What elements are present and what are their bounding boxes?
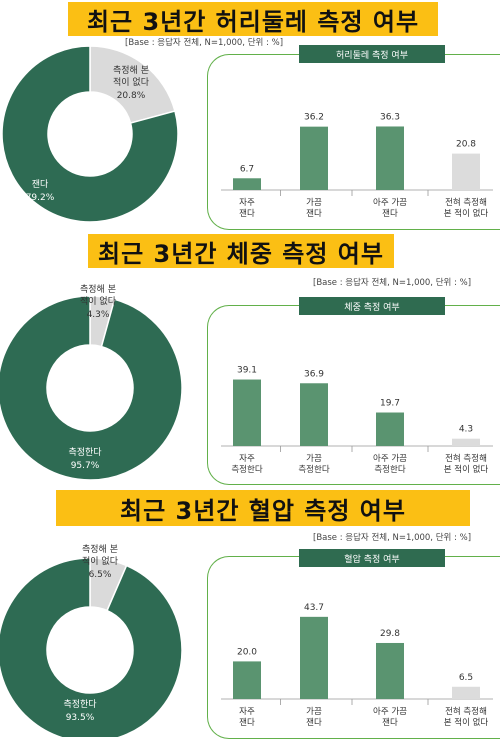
category-label: 자주 <box>239 454 255 464</box>
bar <box>300 616 328 699</box>
bar-value-label: 43.7 <box>304 603 324 613</box>
section-3-base-note: [Base : 응답자 전체, N=1,000, 단위 : %] <box>313 533 472 543</box>
category-label: 전혀 측정해 <box>445 453 487 464</box>
section-1-title: 최근 3년간 허리둘레 측정 여부 <box>68 2 438 36</box>
bar <box>376 642 404 699</box>
bar <box>452 438 480 446</box>
donut-minor-label-line: 적이 없다 <box>82 555 119 567</box>
bar-value-label: 29.8 <box>380 629 400 639</box>
section-1-donut-chart: 잰다 79.2% 측정해 본적이 없다 20.8% <box>1 45 179 223</box>
category-label: 아주 가끔 <box>373 197 407 208</box>
donut-slice-main <box>0 557 183 737</box>
donut-minor-label-line: 측정해 본 <box>82 544 118 555</box>
category-label: 본 적이 없다 <box>444 464 489 475</box>
donut-main-label: 잰다 <box>32 179 49 190</box>
section-2-title: 최근 3년간 체중 측정 여부 <box>88 234 394 268</box>
donut-minor-label-line: 측정해 본 <box>80 284 116 295</box>
category-label: 측정한다 <box>374 464 405 475</box>
category-label: 가끔 <box>306 707 322 717</box>
bar-value-label: 20.8 <box>456 140 476 150</box>
category-label: 자주 <box>239 707 255 717</box>
donut-minor-value: 4.3% <box>87 310 110 320</box>
donut-minor-label-line: 적이 없다 <box>113 76 150 88</box>
bar-value-label: 36.9 <box>304 369 324 379</box>
category-label: 잰다 <box>382 718 398 728</box>
bar-value-label: 20.0 <box>237 647 257 657</box>
donut-slice-main <box>0 295 183 481</box>
section-3-panel-tag: 혈압 측정 여부 <box>299 549 445 567</box>
category-label: 전혀 측정해 <box>445 197 487 208</box>
bar <box>233 379 261 446</box>
section-2-panel-tag: 체중 측정 여부 <box>299 297 445 315</box>
donut-main-label: 측정한다 <box>63 699 97 710</box>
category-label: 전혀 측정해 <box>445 706 487 717</box>
bar <box>300 383 328 446</box>
donut-main-value: 95.7% <box>71 461 100 471</box>
category-label: 가끔 <box>306 198 322 208</box>
bar-value-label: 39.1 <box>237 366 257 376</box>
donut-minor-value: 6.5% <box>89 570 112 580</box>
bar <box>452 686 480 699</box>
bar-value-label: 6.7 <box>240 164 254 174</box>
donut-slice-main <box>1 45 179 223</box>
section-1-bar-panel <box>207 54 500 230</box>
donut-minor-value: 20.8% <box>117 91 146 101</box>
category-label: 아주 가끔 <box>373 453 407 464</box>
donut-main-value: 93.5% <box>66 713 95 723</box>
section-2-base-note: [Base : 응답자 전체, N=1,000, 단위 : %] <box>313 278 472 288</box>
bar <box>452 153 480 190</box>
section-1-panel-tag: 허리둘레 측정 여부 <box>299 45 445 63</box>
category-label: 잰다 <box>306 209 322 219</box>
section-3-bar-panel <box>207 556 500 739</box>
category-label: 잰다 <box>239 209 255 219</box>
section-1-base-note: [Base : 응답자 전체, N=1,000, 단위 : %] <box>125 38 284 48</box>
bar-value-label: 36.2 <box>304 113 324 123</box>
donut-minor-label-line: 적이 없다 <box>80 295 117 307</box>
category-label: 측정한다 <box>231 464 262 475</box>
category-label: 잰다 <box>239 718 255 728</box>
bar <box>376 126 404 190</box>
donut-minor-label-line: 측정해 본 <box>113 65 149 76</box>
bar-value-label: 36.3 <box>380 112 400 122</box>
bar <box>376 412 404 446</box>
bar <box>233 178 261 190</box>
category-label: 아주 가끔 <box>373 706 407 717</box>
bar-value-label: 19.7 <box>380 399 400 409</box>
bar <box>300 126 328 190</box>
bar-value-label: 4.3 <box>459 425 473 435</box>
bar-value-label: 6.5 <box>459 673 473 683</box>
category-label: 본 적이 없다 <box>444 208 489 219</box>
category-label: 측정한다 <box>298 464 329 475</box>
category-label: 가끔 <box>306 454 322 464</box>
section-3-donut-chart: 측정한다 93.5% 측정해 본적이 없다 6.5% <box>0 544 183 737</box>
category-label: 잰다 <box>382 209 398 219</box>
section-2-donut-chart: 측정한다 95.7% 측정해 본적이 없다 4.3% <box>0 284 183 481</box>
section-3-title: 최근 3년간 혈압 측정 여부 <box>56 490 470 526</box>
category-label: 본 적이 없다 <box>444 717 489 728</box>
category-label: 잰다 <box>306 718 322 728</box>
bar <box>233 661 261 699</box>
donut-main-label: 측정한다 <box>68 447 102 458</box>
donut-main-value: 79.2% <box>26 193 55 203</box>
category-label: 자주 <box>239 198 255 208</box>
